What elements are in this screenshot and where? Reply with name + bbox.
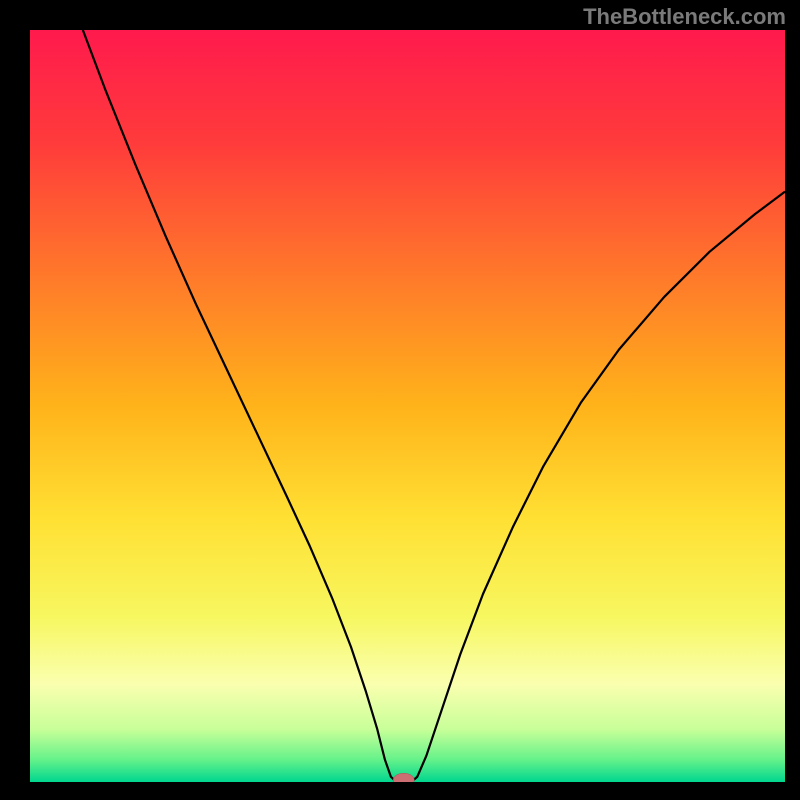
gradient-background (30, 30, 785, 782)
chart-plot-area (30, 30, 785, 782)
chart-svg (30, 30, 785, 782)
watermark-text: TheBottleneck.com (583, 4, 786, 30)
